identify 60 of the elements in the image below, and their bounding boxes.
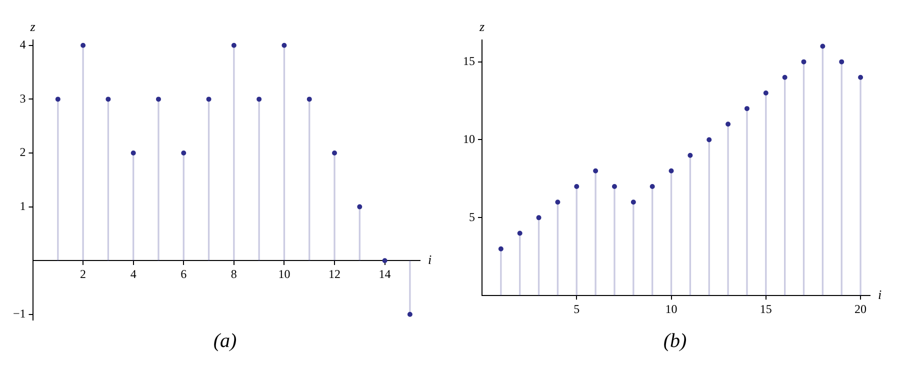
point — [306, 96, 312, 102]
point — [820, 44, 826, 49]
point — [630, 200, 636, 205]
y-tick-label: 4 — [20, 38, 26, 52]
point — [382, 258, 388, 264]
point — [206, 96, 212, 102]
x-axis-title: i — [878, 287, 882, 302]
point — [130, 150, 136, 156]
text: (b) — [662, 330, 688, 353]
point — [858, 74, 864, 80]
x-tick-label: 4 — [130, 266, 136, 281]
x-tick-label: 20 — [854, 302, 867, 316]
point — [650, 184, 655, 190]
y-tick-label: −1 — [12, 306, 26, 321]
point — [231, 42, 236, 48]
x-tick-label: 5 — [574, 302, 580, 316]
point — [407, 312, 412, 317]
point — [282, 42, 287, 48]
x-tick-label: 8 — [230, 266, 237, 281]
point — [332, 150, 338, 156]
point — [536, 215, 542, 220]
point — [593, 168, 598, 174]
x-tick-label: 14 — [378, 266, 391, 281]
x-tick-label: 6 — [180, 266, 187, 281]
point — [55, 96, 60, 102]
point — [744, 106, 750, 112]
point — [517, 230, 522, 236]
point — [498, 246, 504, 252]
point — [688, 152, 693, 158]
y-tick-label: 5 — [469, 210, 475, 224]
point — [106, 96, 111, 102]
y-tick-label: 15 — [463, 54, 475, 68]
point — [357, 204, 362, 210]
y-axis-title: z — [478, 18, 485, 34]
point — [801, 59, 806, 64]
point — [612, 184, 617, 190]
point — [574, 184, 580, 190]
point — [668, 168, 674, 174]
point — [706, 137, 712, 142]
point — [839, 59, 844, 64]
y-tick-label: 2 — [20, 145, 26, 160]
point — [181, 150, 186, 156]
x-tick-label: 10 — [665, 302, 678, 316]
y-tick-label: 1 — [20, 198, 26, 213]
x-tick-label: 12 — [328, 266, 341, 281]
point — [726, 122, 731, 127]
x-tick-label: 10 — [278, 266, 290, 281]
y-axis-title: z — [29, 18, 36, 34]
x-tick-label: 15 — [760, 302, 772, 316]
y-tick-label: 3 — [20, 91, 26, 106]
point — [80, 42, 86, 48]
x-axis-title: i — [428, 252, 432, 268]
point — [782, 74, 788, 80]
point — [763, 90, 768, 96]
point — [555, 200, 560, 205]
point — [256, 96, 262, 102]
point — [156, 96, 161, 102]
y-tick-label: 10 — [463, 132, 475, 146]
text: (a) — [212, 330, 238, 353]
x-tick-label: 2 — [80, 266, 86, 281]
